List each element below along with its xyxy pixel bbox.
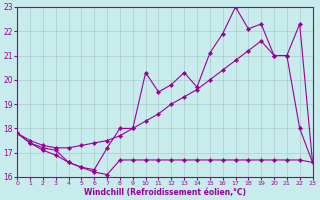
X-axis label: Windchill (Refroidissement éolien,°C): Windchill (Refroidissement éolien,°C) [84,188,246,197]
